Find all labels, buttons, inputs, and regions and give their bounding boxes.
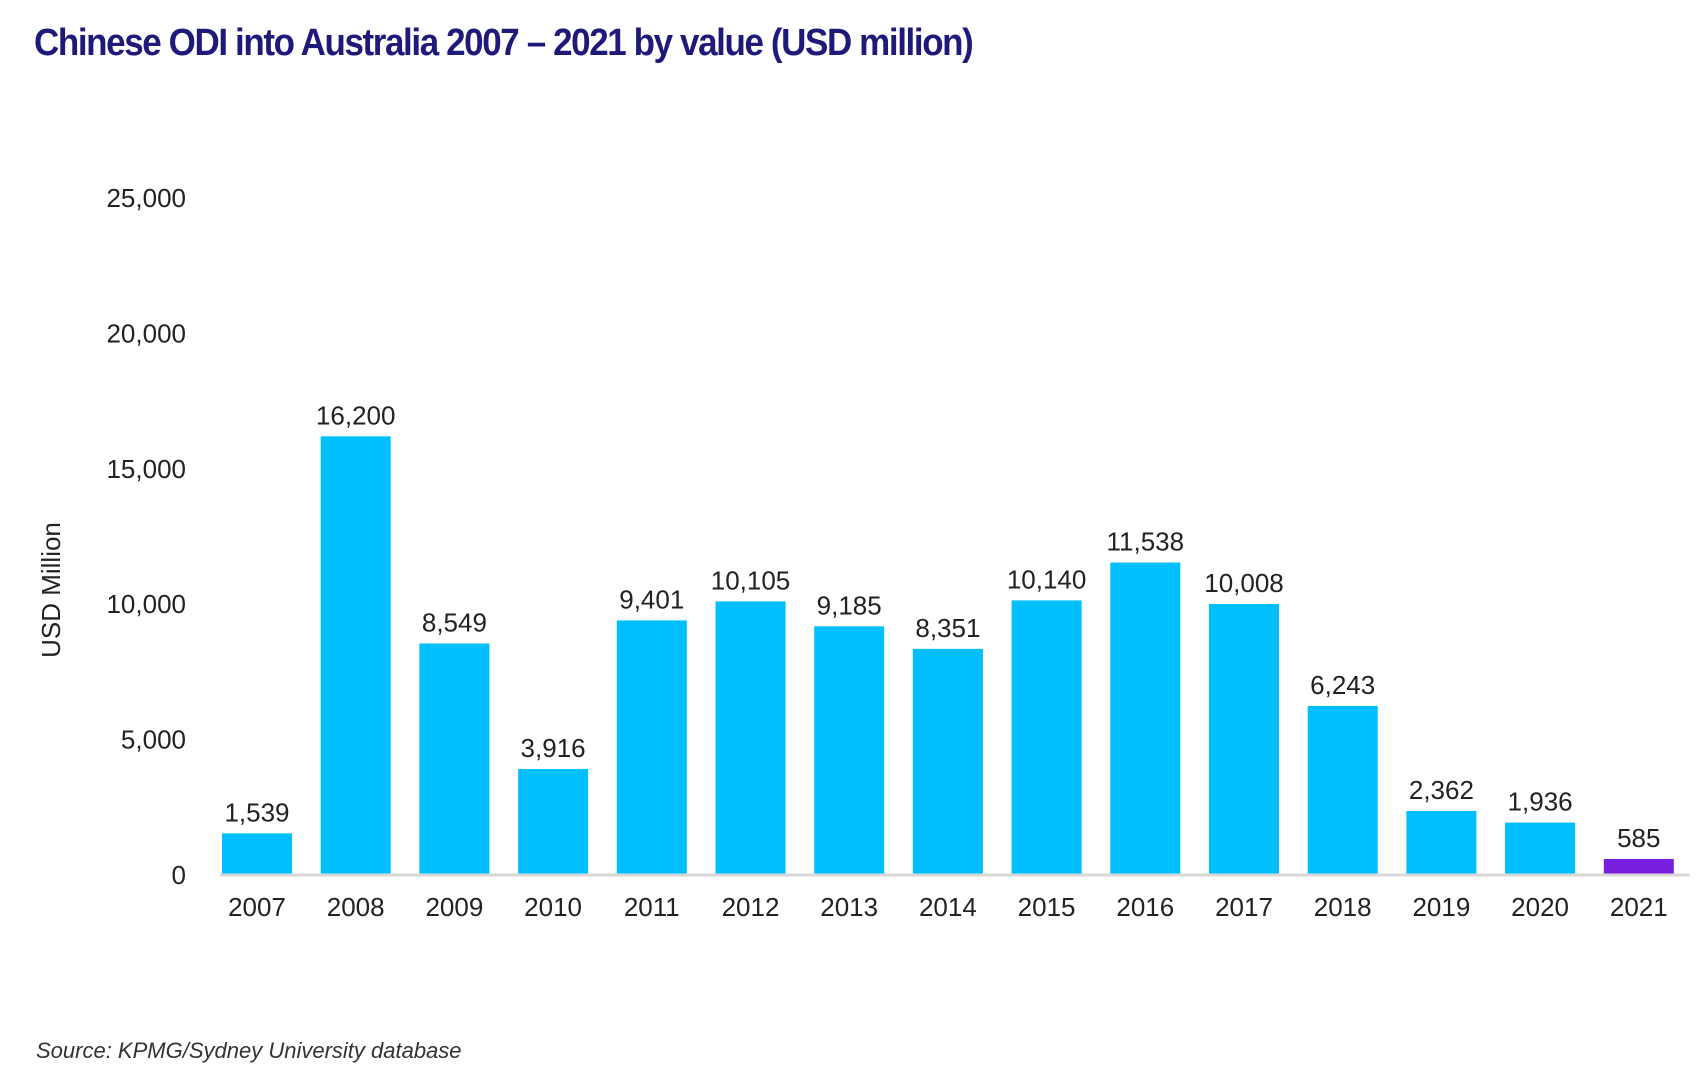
bar-2020	[1505, 822, 1576, 875]
x-tick-label-2019: 2019	[1412, 892, 1470, 922]
value-label-2014: 8,351	[915, 613, 980, 643]
x-tick-label-2018: 2018	[1314, 892, 1372, 922]
y-tick-label: 15,000	[106, 454, 186, 484]
value-label-2019: 2,362	[1409, 775, 1474, 805]
x-tick-label-2021: 2021	[1610, 892, 1668, 922]
source-note: Source: KPMG/Sydney University database	[36, 1038, 462, 1063]
value-label-2016: 11,538	[1107, 527, 1185, 557]
value-label-2013: 9,185	[817, 590, 882, 620]
bar-2018	[1307, 705, 1378, 875]
value-label-2018: 6,243	[1310, 670, 1375, 700]
x-tick-label-2012: 2012	[722, 892, 780, 922]
value-label-2012: 10,105	[711, 565, 791, 595]
x-tick-label-2007: 2007	[228, 892, 286, 922]
x-tick-label-2017: 2017	[1215, 892, 1273, 922]
x-tick-label-2016: 2016	[1116, 892, 1174, 922]
x-tick-label-2011: 2011	[624, 892, 680, 922]
value-label-2021: 585	[1617, 823, 1660, 853]
x-axis: 2007 2008 2009 2010 2011 2012 2013 2014 2015 2016…	[228, 892, 1668, 922]
value-label-2017: 10,008	[1204, 568, 1284, 598]
bars	[222, 436, 1674, 875]
bar-2012	[715, 601, 786, 875]
x-tick-label-2013: 2013	[820, 892, 878, 922]
y-tick-label: 10,000	[106, 589, 186, 619]
bar-2016	[1110, 562, 1181, 875]
bar-2008	[320, 436, 391, 875]
value-label-2008: 16,200	[316, 400, 396, 430]
y-tick-label: 20,000	[106, 318, 186, 348]
value-label-2011: 9,401	[619, 584, 684, 614]
x-tick-label-2010: 2010	[524, 892, 582, 922]
x-tick-label-2014: 2014	[919, 892, 977, 922]
value-label-2015: 10,140	[1007, 564, 1087, 594]
bar-2013	[814, 626, 885, 875]
bar-2009	[419, 643, 490, 875]
bar-2007	[222, 833, 292, 875]
x-tick-label-2008: 2008	[327, 892, 385, 922]
chart-title: Chinese ODI into Australia 2007 – 2021 b…	[34, 22, 974, 64]
bar-2011	[616, 620, 687, 875]
y-tick-label: 0	[172, 860, 186, 890]
x-tick-label-2015: 2015	[1018, 892, 1076, 922]
y-tick-label: 5,000	[121, 725, 186, 755]
value-labels: 1,539 16,200 8,549 3,916 9,401 10,105 9,185 8,3…	[224, 400, 1660, 853]
y-tick-label: 25,000	[106, 183, 186, 213]
bar-2017	[1209, 603, 1279, 875]
y-axis-label: USD Million	[36, 522, 66, 658]
x-tick-label-2020: 2020	[1511, 892, 1569, 922]
x-tick-label-2009: 2009	[425, 892, 483, 922]
value-label-2007: 1,539	[224, 797, 289, 827]
y-axis: 0 5,000 10,000 15,000 20,000 25,000	[106, 183, 186, 890]
value-label-2010: 3,916	[521, 733, 586, 763]
value-label-2009: 8,549	[422, 607, 487, 637]
bar-2019	[1406, 811, 1477, 875]
bar-2014	[912, 648, 983, 875]
bar-2010	[518, 768, 589, 875]
value-label-2020: 1,936	[1508, 787, 1573, 817]
bar-2021	[1603, 859, 1674, 875]
bar-2015	[1011, 600, 1082, 875]
